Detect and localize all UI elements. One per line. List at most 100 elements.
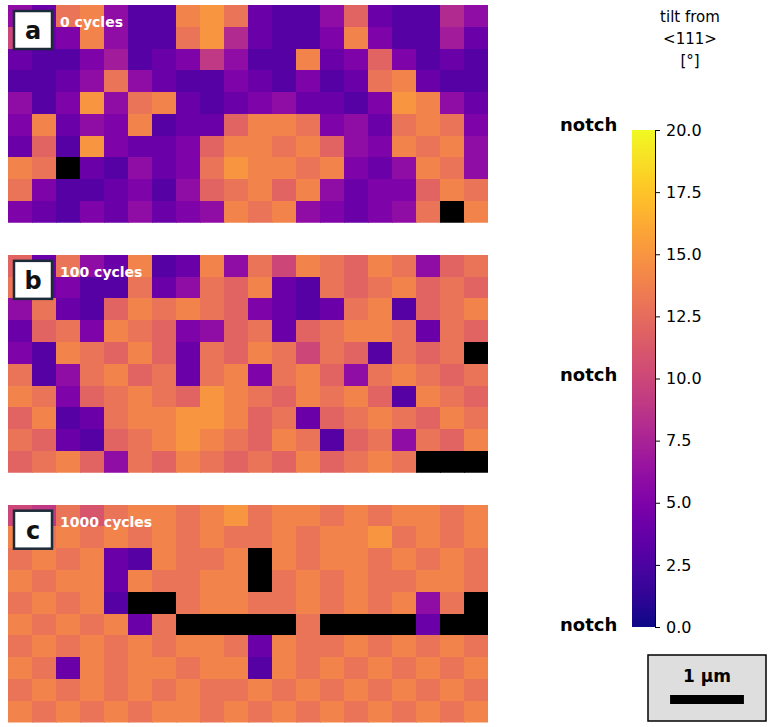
map-cell — [56, 570, 81, 592]
map-cell — [200, 526, 225, 548]
map-cell — [248, 407, 273, 429]
map-cell — [8, 592, 33, 614]
map-cell — [296, 614, 321, 636]
map-cell — [248, 364, 273, 386]
map-cell — [464, 201, 488, 223]
map-cell — [152, 136, 177, 158]
map-cell — [320, 92, 345, 114]
map-cell — [296, 635, 321, 657]
map-cell — [152, 657, 177, 679]
map-cell — [464, 701, 488, 723]
map-cell — [56, 157, 81, 179]
map-cell — [368, 136, 393, 158]
map-cell — [416, 679, 441, 701]
map-cell — [8, 201, 33, 223]
map-cell — [104, 614, 129, 636]
map-cell — [8, 386, 33, 408]
map-cell — [32, 570, 57, 592]
map-cell — [224, 157, 249, 179]
map-cell — [440, 255, 465, 277]
map-cell — [32, 657, 57, 679]
map-cell — [248, 27, 273, 49]
map-cell — [56, 201, 81, 223]
map-cell — [152, 179, 177, 201]
map-cell — [200, 505, 225, 527]
map-cell — [200, 657, 225, 679]
map-cell — [32, 679, 57, 701]
map-panel — [8, 255, 488, 473]
map-cell — [8, 614, 33, 636]
map-cell — [440, 179, 465, 201]
map-cell — [8, 635, 33, 657]
map-cell — [200, 320, 225, 342]
map-cell — [464, 407, 488, 429]
map-cell — [80, 114, 105, 136]
map-cell — [464, 635, 488, 657]
map-cell — [320, 49, 345, 71]
map-cell — [56, 679, 81, 701]
map-cell — [440, 592, 465, 614]
map-cell — [224, 320, 249, 342]
map-cell — [104, 114, 129, 136]
map-cell — [344, 179, 369, 201]
map-cell — [176, 592, 201, 614]
map-cell — [200, 114, 225, 136]
map-cell — [104, 179, 129, 201]
map-cell — [272, 320, 297, 342]
map-cell — [56, 429, 81, 451]
map-cell — [248, 92, 273, 114]
map-cell — [80, 701, 105, 723]
colorbar-tick-mark — [655, 192, 660, 193]
map-cell — [320, 701, 345, 723]
panel-letter: b — [24, 267, 41, 295]
map-cell — [224, 592, 249, 614]
map-cell — [104, 49, 129, 71]
map-cell — [344, 614, 369, 636]
colorbar-tick: 5.0 — [655, 493, 691, 512]
map-cell — [296, 592, 321, 614]
map-cell — [56, 386, 81, 408]
map-cell — [272, 49, 297, 71]
map-cell — [56, 179, 81, 201]
map-cell — [176, 277, 201, 299]
map-cell — [152, 679, 177, 701]
colorbar-tick-mark — [655, 441, 660, 442]
map-cell — [128, 298, 153, 320]
map-cell — [80, 570, 105, 592]
map-cell — [392, 49, 417, 71]
map-cell — [392, 5, 417, 27]
figure: a0 cyclesnotchb100 cyclesnotchc1000 cycl… — [0, 0, 772, 727]
map-cell — [248, 179, 273, 201]
map-cell — [8, 92, 33, 114]
map-cell — [344, 364, 369, 386]
map-cell — [80, 526, 105, 548]
map-cell — [80, 49, 105, 71]
map-cell — [272, 157, 297, 179]
map-cell — [344, 5, 369, 27]
map-cell — [320, 157, 345, 179]
map-cell — [248, 451, 273, 473]
map-cell — [296, 526, 321, 548]
map-cell — [296, 92, 321, 114]
map-cell — [128, 342, 153, 364]
map-cell — [464, 157, 488, 179]
map-cell — [416, 49, 441, 71]
map-cell — [32, 298, 57, 320]
map-cell — [248, 505, 273, 527]
map-cell — [320, 320, 345, 342]
map-cell — [152, 298, 177, 320]
map-cell — [416, 179, 441, 201]
map-cell — [104, 136, 129, 158]
map-cell — [200, 255, 225, 277]
map-cell — [248, 592, 273, 614]
map-cell — [416, 570, 441, 592]
map-cell — [176, 505, 201, 527]
map-cell — [344, 451, 369, 473]
map-cell — [368, 679, 393, 701]
map-cell — [416, 657, 441, 679]
map-cell — [440, 429, 465, 451]
map-cell — [200, 179, 225, 201]
map-cell — [416, 114, 441, 136]
map-cell — [8, 570, 33, 592]
map-cell — [224, 27, 249, 49]
